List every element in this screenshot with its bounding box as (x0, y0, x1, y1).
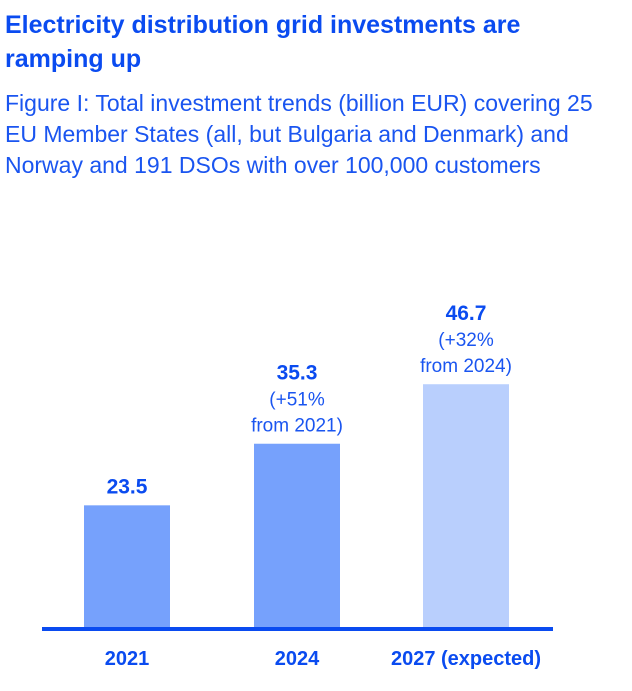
bar-2027 (423, 384, 509, 628)
bar-2021 (84, 505, 170, 628)
value-label: 35.3 (277, 362, 318, 385)
change-annotation: from 2021) (251, 416, 343, 437)
x-tick-label: 2027 (expected) (391, 648, 541, 670)
chart-title: Electricity distribution grid investment… (5, 11, 521, 73)
change-annotation: from 2024) (420, 356, 512, 377)
value-label: 23.5 (107, 475, 148, 498)
value-label: 46.7 (446, 302, 487, 325)
bar-2024 (254, 443, 340, 628)
x-tick-label: 2024 (275, 648, 320, 670)
change-annotation: (+51% (269, 390, 325, 411)
change-annotation: (+32% (438, 330, 494, 351)
x-tick-label: 2021 (105, 648, 150, 670)
chart-subtitle: Figure I: Total investment trends (billi… (5, 90, 593, 178)
